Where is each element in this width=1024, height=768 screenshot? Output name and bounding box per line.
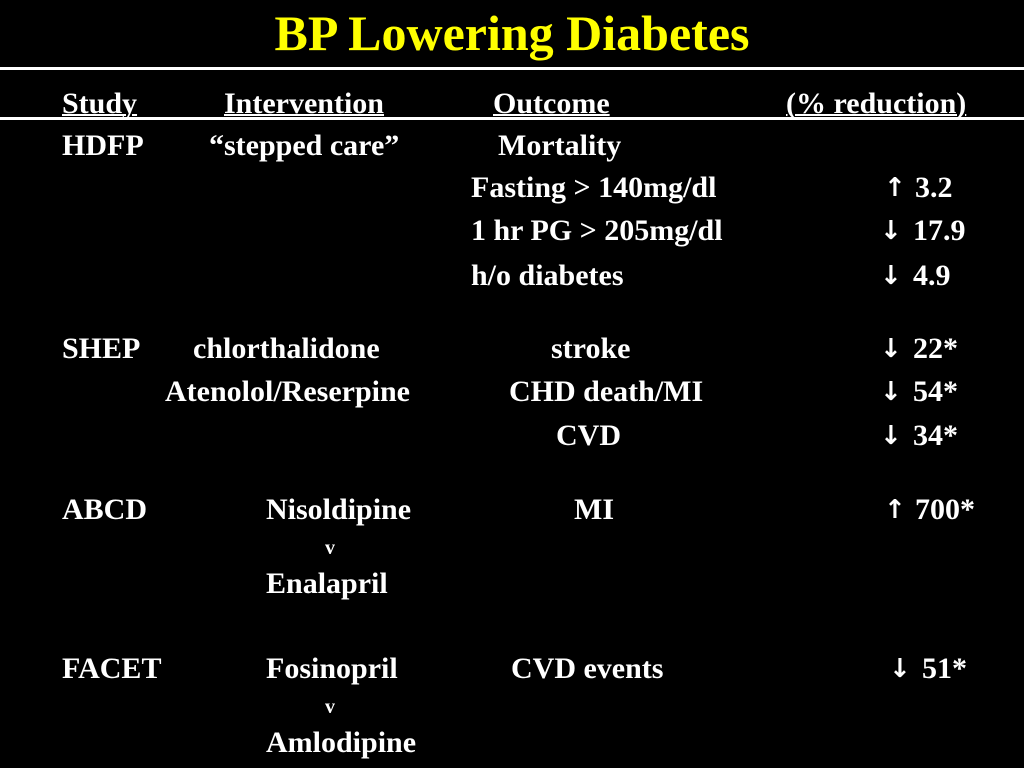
facet-versus: v: [325, 696, 335, 718]
hdfp-row-fasting-value: 3.2: [915, 171, 953, 204]
shep-intervention-1: chlorthalidone: [193, 332, 380, 365]
shep-intervention-2: Atenolol/Reserpine: [165, 375, 410, 408]
header-study: Study: [62, 87, 138, 120]
abcd-value: 700*: [915, 493, 975, 526]
hdfp-row-pg-label: 1 hr PG > 205mg/dl: [471, 214, 723, 247]
arrow-down-icon: ↓: [889, 654, 911, 684]
hdfp-row-diabetes-label: h/o diabetes: [471, 259, 624, 292]
abcd-drug-1: Nisoldipine: [266, 493, 412, 526]
arrow-up-icon: ↑: [884, 173, 906, 203]
header-intervention: Intervention: [224, 87, 384, 120]
hdfp-row-diabetes-value: 4.9: [913, 259, 951, 292]
hdfp-study: HDFP: [62, 129, 144, 162]
hdfp-outcome: Mortality: [498, 129, 622, 162]
arrow-down-icon: ↓: [880, 334, 902, 364]
title-divider-top: [0, 67, 1024, 70]
shep-outcome-chd: CHD death/MI: [509, 375, 704, 408]
hdfp-row-pg-value: 17.9: [913, 214, 966, 247]
header-outcome: Outcome: [493, 87, 610, 120]
shep-study: SHEP: [62, 332, 141, 365]
arrow-down-icon: ↓: [880, 377, 902, 407]
facet-drug-1: Fosinopril: [266, 652, 398, 685]
slide-title: BP Lowering Diabetes: [274, 5, 750, 61]
abcd-drug-2: Enalapril: [266, 567, 388, 600]
arrow-up-icon: ↑: [884, 495, 906, 525]
facet-outcome: CVD events: [511, 652, 664, 685]
hdfp-row-fasting-label: Fasting > 140mg/dl: [471, 171, 717, 204]
facet-study: FACET: [62, 652, 162, 685]
shep-outcome-cvd: CVD: [556, 419, 621, 452]
facet-drug-2: Amlodipine: [266, 726, 417, 759]
shep-value-stroke: 22*: [913, 332, 958, 365]
header-divider: [0, 117, 1024, 120]
header-reduction: (% reduction): [786, 87, 967, 120]
shep-value-cvd: 34*: [913, 419, 958, 452]
arrow-down-icon: ↓: [880, 261, 902, 291]
shep-value-chd: 54*: [913, 375, 958, 408]
arrow-down-icon: ↓: [880, 421, 902, 451]
abcd-versus: v: [325, 537, 335, 559]
abcd-study: ABCD: [62, 493, 148, 526]
arrow-down-icon: ↓: [880, 216, 902, 246]
facet-value: 51*: [922, 652, 967, 685]
shep-outcome-stroke: stroke: [551, 332, 631, 365]
hdfp-intervention: “stepped care”: [209, 129, 400, 162]
abcd-outcome: MI: [574, 493, 614, 526]
